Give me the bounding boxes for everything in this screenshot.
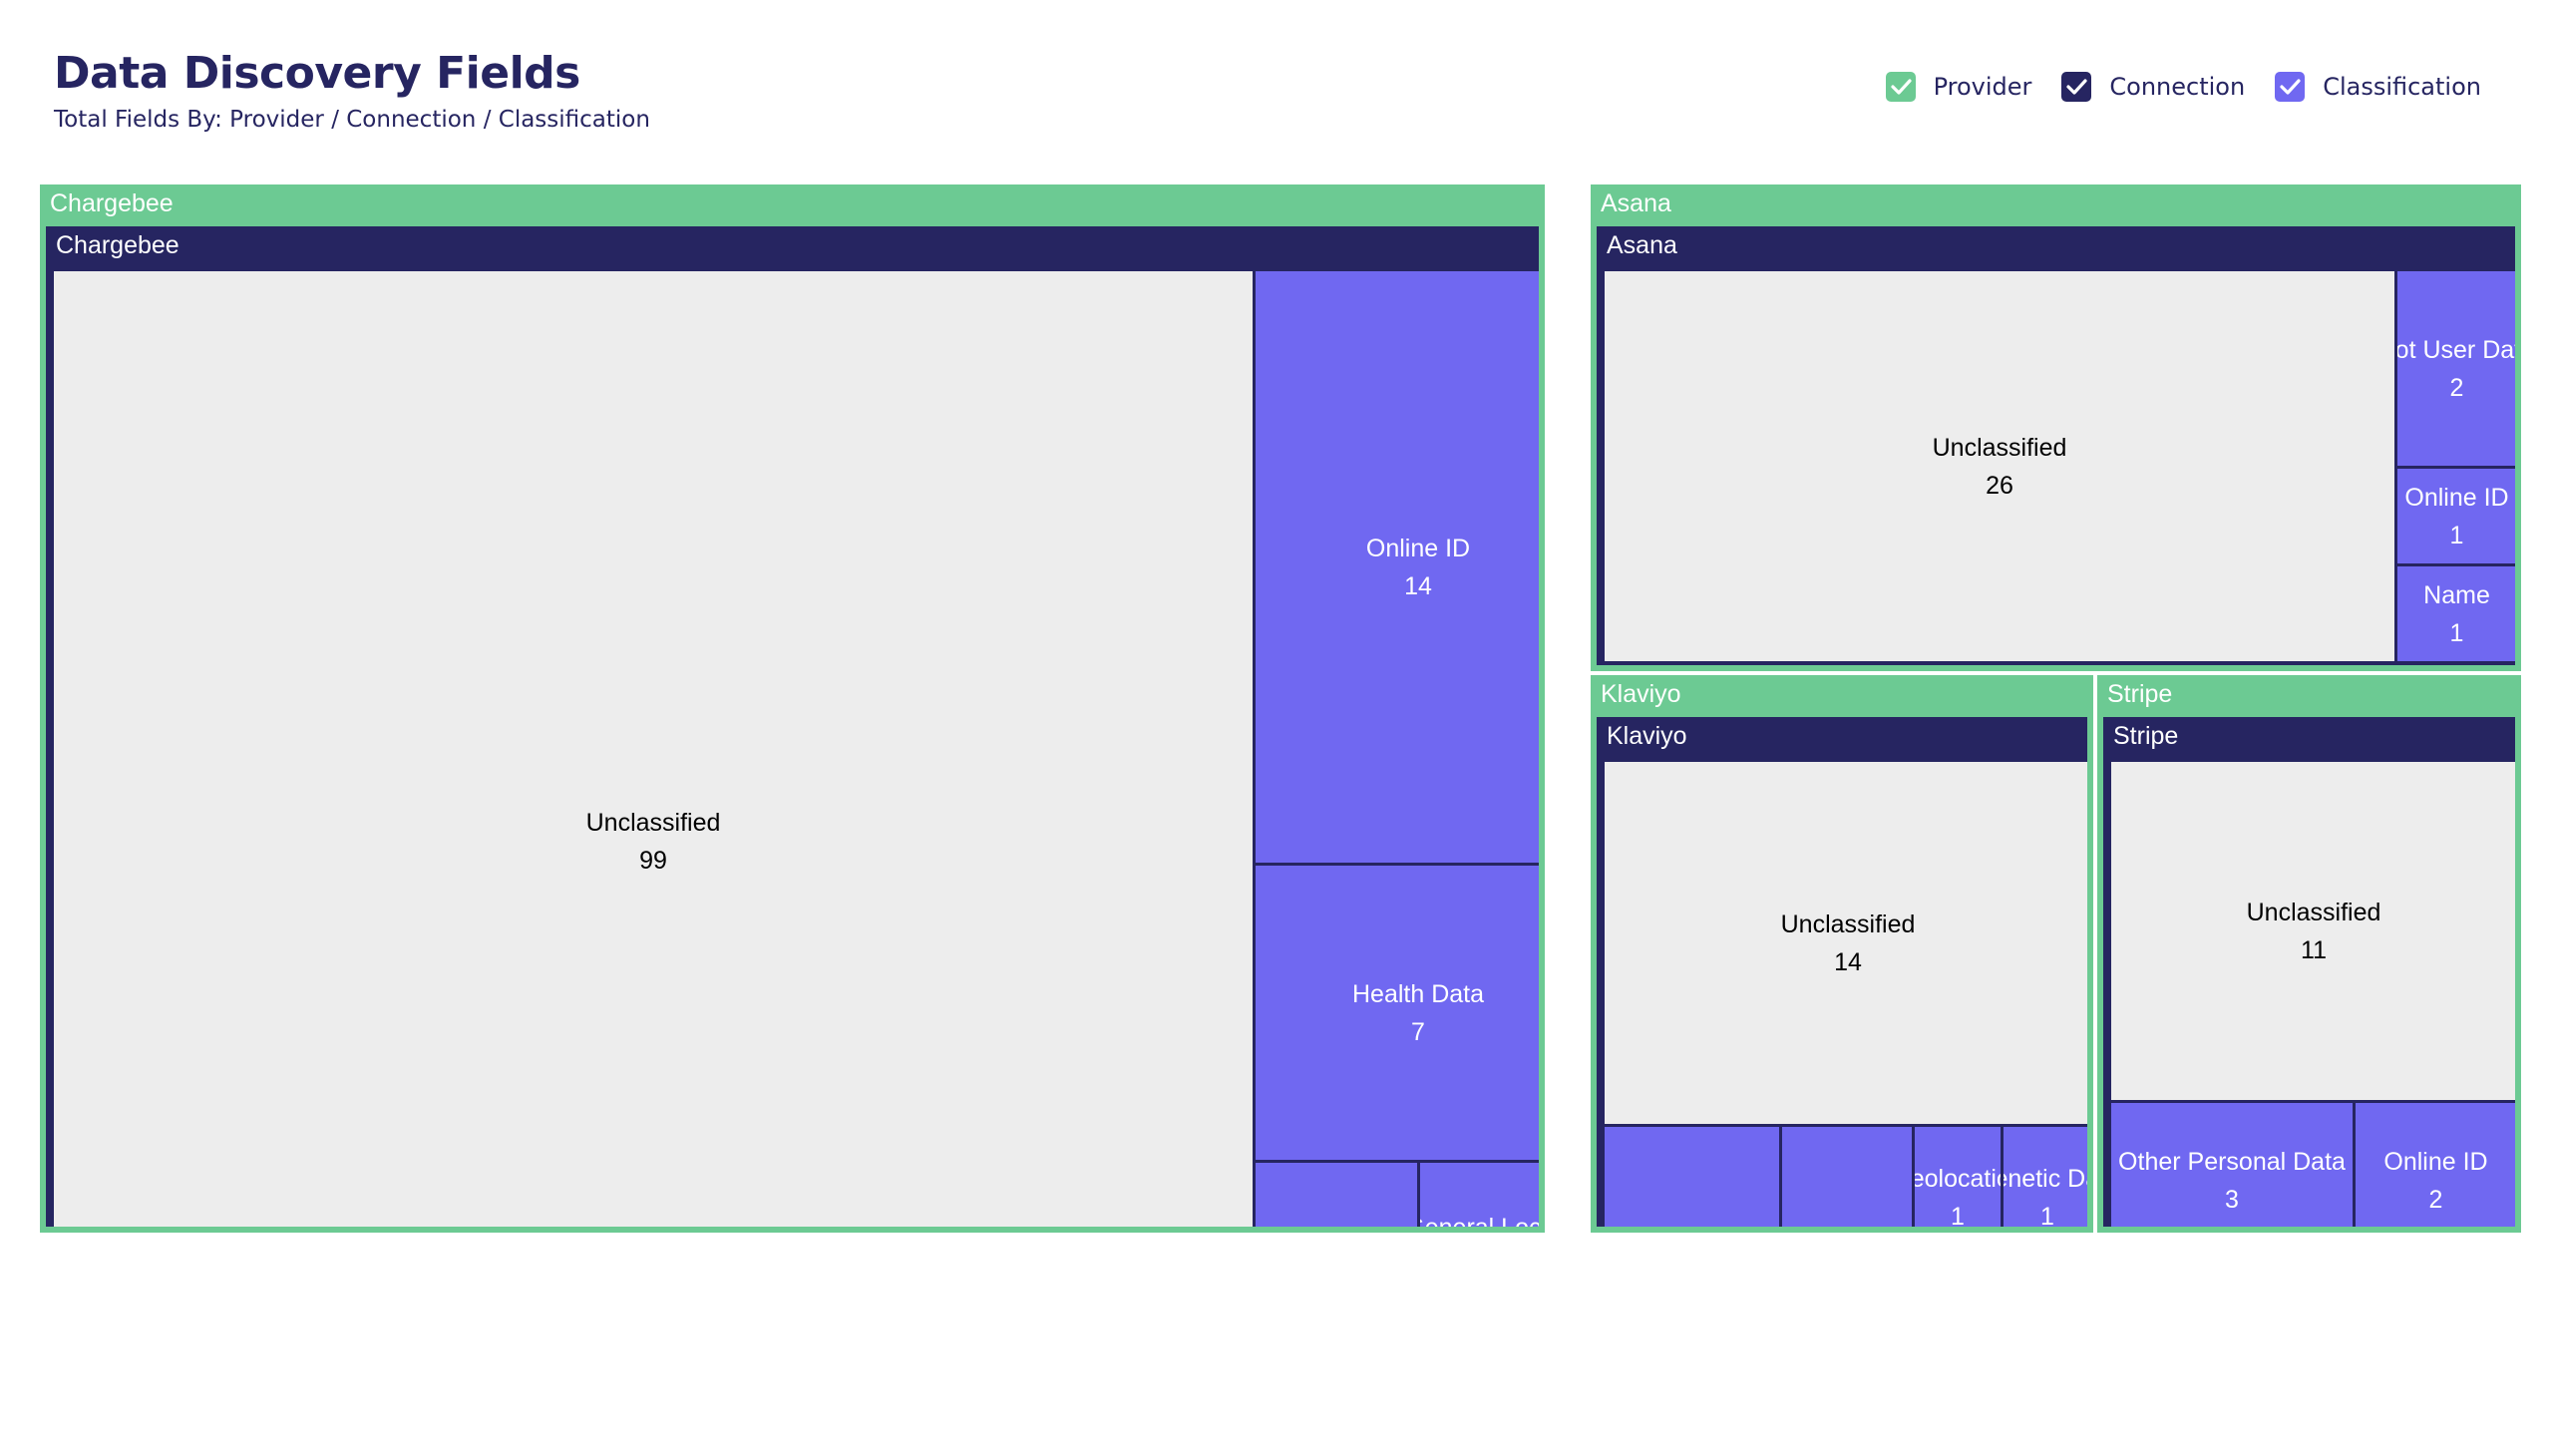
classification-node-online-id[interactable]: Online ID4	[1602, 1124, 1782, 1227]
checkbox-checked-icon[interactable]	[2061, 72, 2092, 102]
classification-value: 1	[1951, 1203, 1965, 1227]
legend-label-connection: Connection	[2109, 73, 2246, 101]
legend-item-provider[interactable]: Provider	[1885, 72, 2032, 102]
classification-value: 14	[1404, 571, 1432, 600]
classification-value: 26	[1986, 471, 2013, 500]
classification-node-unclassified[interactable]: Unclassified 11	[2108, 759, 2515, 1103]
provider-node-chargebee[interactable]: Chargebee Chargebee Unclassified 99 Online I…	[40, 184, 1545, 1233]
classification-node-online-id[interactable]: Online ID 14	[1253, 268, 1539, 866]
classification-label: Unclassified	[2246, 898, 2381, 926]
legend: Provider Connection Classification	[1885, 72, 2481, 102]
classification-value: 2	[2449, 373, 2464, 402]
connection-node-stripe[interactable]: Stripe Unclassified 11 Other Personal Data 3…	[2103, 717, 2515, 1227]
classification-node-online-id[interactable]: Online ID 2	[2353, 1100, 2515, 1227]
classification-label: Unclassified	[585, 808, 721, 837]
connection-node-chargebee[interactable]: Chargebee Unclassified 99 Online ID 14 Health…	[46, 226, 1539, 1227]
legend-item-connection[interactable]: Connection	[2061, 72, 2245, 102]
classification-node-name[interactable]: Name3	[1779, 1124, 1915, 1227]
classification-node-unclassified[interactable]: Unclassified 14	[1602, 759, 2087, 1127]
classification-value: 11	[2301, 935, 2327, 964]
provider-node-stripe[interactable]: Stripe Stripe Unclassified 11 Other Personal…	[2097, 675, 2521, 1233]
classification-node-genetic-data[interactable]: Genetic Data 1	[2001, 1124, 2087, 1227]
classification-node-geolocation[interactable]: Geolocation 1	[1912, 1124, 2004, 1227]
classification-label: Genetic Data	[2004, 1165, 2087, 1193]
classification-node-health-data[interactable]: Health Data 7	[1253, 863, 1539, 1163]
classification-label: Name	[2423, 580, 2490, 609]
connection-label: Klaviyo	[1607, 722, 1687, 750]
checkbox-checked-icon[interactable]	[2275, 72, 2306, 102]
chart-subtitle: Total Fields By: Provider / Connection /…	[54, 107, 650, 133]
provider-node-klaviyo[interactable]: Klaviyo Klaviyo Unclassified 14 Online ID4Na…	[1591, 675, 2093, 1233]
classification-label: Health Data	[1351, 979, 1485, 1008]
connection-label: Stripe	[2113, 722, 2179, 750]
classification-node-general-location[interactable]: General Location2	[1417, 1160, 1539, 1227]
classification-label: Online ID	[2383, 1147, 2488, 1176]
classification-node-name[interactable]: Name 1	[2394, 563, 2515, 664]
classification-label: Online ID	[1365, 534, 1471, 562]
classification-label: Unclassified	[1932, 433, 2067, 462]
connection-label: Chargebee	[56, 231, 180, 259]
classification-value: 3	[2225, 1185, 2239, 1214]
provider-label: Stripe	[2107, 680, 2173, 708]
classification-node-unclassified[interactable]: Unclassified 26	[1602, 268, 2397, 664]
classification-value: 1	[2040, 1203, 2054, 1227]
classification-node-unclassified[interactable]: Unclassified 99	[51, 268, 1256, 1227]
connection-label: Asana	[1607, 231, 1677, 259]
classification-node-name[interactable]: Name3	[1253, 1160, 1420, 1227]
provider-label: Chargebee	[50, 189, 174, 217]
provider-label: Asana	[1601, 189, 1671, 217]
checkbox-checked-icon[interactable]	[1885, 72, 1916, 102]
classification-label: Bot User Data	[2394, 335, 2515, 364]
connection-node-asana[interactable]: Asana Unclassified 26 Bot User Data 2 Online …	[1597, 226, 2515, 665]
connection-node-klaviyo[interactable]: Klaviyo Unclassified 14 Online ID4Name3Geol…	[1597, 717, 2087, 1227]
chart-title: Data Discovery Fields	[54, 48, 580, 99]
classification-label: Online ID	[2404, 483, 2509, 512]
classification-value: 2	[2428, 1185, 2443, 1214]
classification-value: 1	[2449, 521, 2464, 549]
classification-label: Geolocation	[1912, 1165, 2001, 1193]
classification-value: 99	[639, 846, 667, 875]
classification-node-online-id[interactable]: Online ID 1	[2394, 466, 2515, 566]
provider-node-asana[interactable]: Asana Asana Unclassified 26 Bot User Data 2 On…	[1591, 184, 2521, 671]
classification-node-other-personal-data[interactable]: Other Personal Data 3	[2108, 1100, 2356, 1227]
classification-label: Other Personal Data	[2118, 1147, 2346, 1176]
classification-value: 1	[2449, 618, 2464, 647]
classification-value: 7	[1411, 1017, 1425, 1046]
classification-value: 14	[1834, 947, 1862, 976]
provider-label: Klaviyo	[1601, 680, 1681, 708]
classification-label: Unclassified	[1780, 910, 1916, 938]
legend-label-classification: Classification	[2323, 73, 2481, 101]
classification-label: General Location	[1420, 1209, 1539, 1228]
legend-label-provider: Provider	[1933, 73, 2032, 101]
legend-item-classification[interactable]: Classification	[2275, 72, 2481, 102]
classification-node-bot-user-data[interactable]: Bot User Data 2	[2394, 268, 2515, 469]
